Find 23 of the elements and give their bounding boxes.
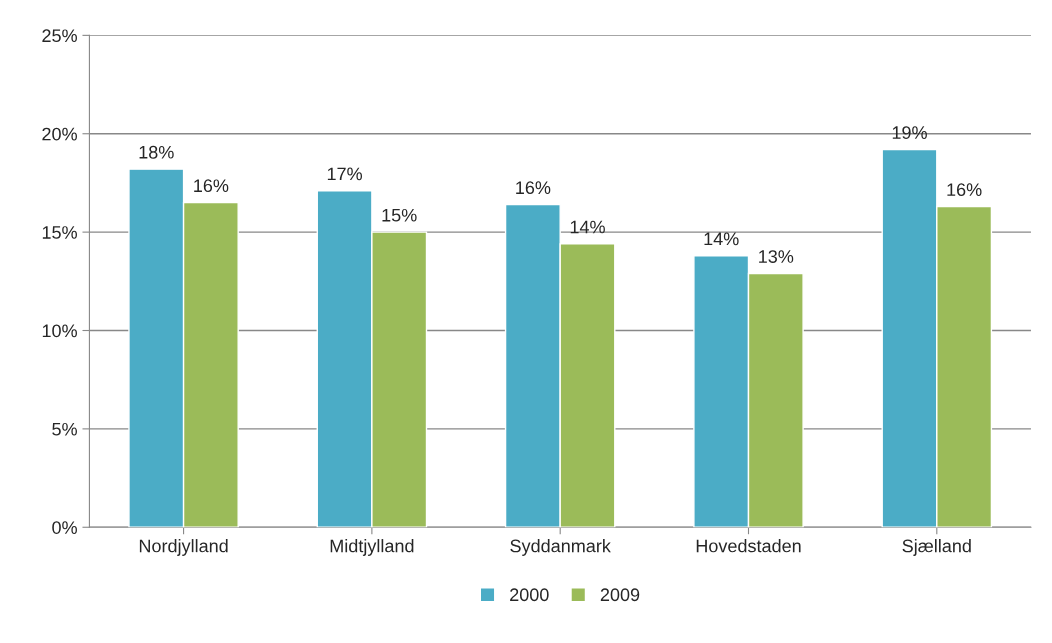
y-tick-label: 10% <box>42 324 77 338</box>
data-label: 14% <box>570 220 605 234</box>
data-label: 17% <box>327 167 362 181</box>
x-tick-label: Nordjylland <box>139 539 228 556</box>
x-tick-label: Midtjylland <box>330 539 414 556</box>
data-label: 13% <box>759 250 794 263</box>
y-tick-label: 20% <box>42 127 77 141</box>
y-tick-label: 5% <box>52 422 77 436</box>
x-tick-label: Syddanmark <box>510 539 611 556</box>
x-tick-label: Sjælland <box>902 539 971 556</box>
y-tick-label: 15% <box>42 226 77 239</box>
data-label: 14% <box>704 232 739 246</box>
y-tick-label: 25% <box>42 29 77 43</box>
x-tick-label: Hovedstaden <box>696 539 801 553</box>
data-label: 16% <box>516 181 551 195</box>
legend-label: 2009 <box>600 588 640 602</box>
y-tick-label: 0% <box>52 521 77 534</box>
data-label: 18% <box>139 145 174 159</box>
data-label: 16% <box>194 179 229 193</box>
data-label: 19% <box>892 126 927 139</box>
data-label: 16% <box>947 183 982 197</box>
legend-label: 2000 <box>510 588 549 602</box>
data-label: 15% <box>382 208 417 222</box>
